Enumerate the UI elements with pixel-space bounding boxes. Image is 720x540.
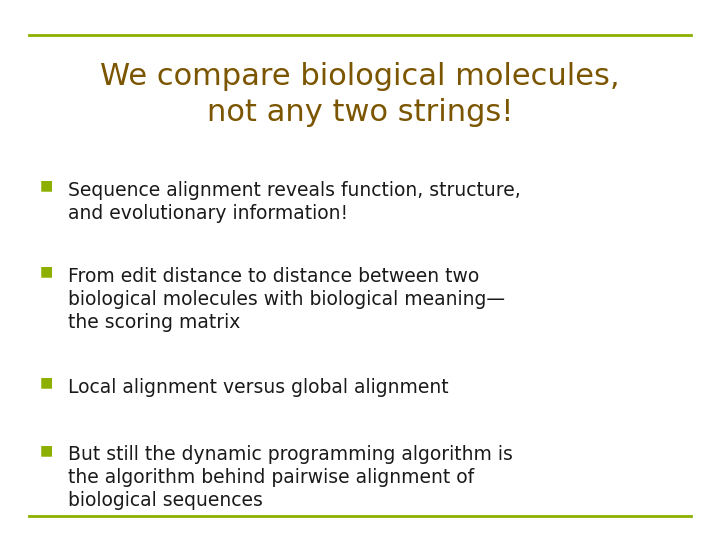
Text: ■: ■ xyxy=(40,178,53,192)
Text: From edit distance to distance between two
biological molecules with biological : From edit distance to distance between t… xyxy=(68,267,505,332)
Text: ■: ■ xyxy=(40,375,53,389)
Text: Sequence alignment reveals function, structure,
and evolutionary information!: Sequence alignment reveals function, str… xyxy=(68,181,521,222)
Text: We compare biological molecules,
not any two strings!: We compare biological molecules, not any… xyxy=(100,62,620,127)
Text: ■: ■ xyxy=(40,265,53,279)
Text: ■: ■ xyxy=(40,443,53,457)
Text: Local alignment versus global alignment: Local alignment versus global alignment xyxy=(68,378,449,397)
Text: But still the dynamic programming algorithm is
the algorithm behind pairwise ali: But still the dynamic programming algori… xyxy=(68,446,513,510)
